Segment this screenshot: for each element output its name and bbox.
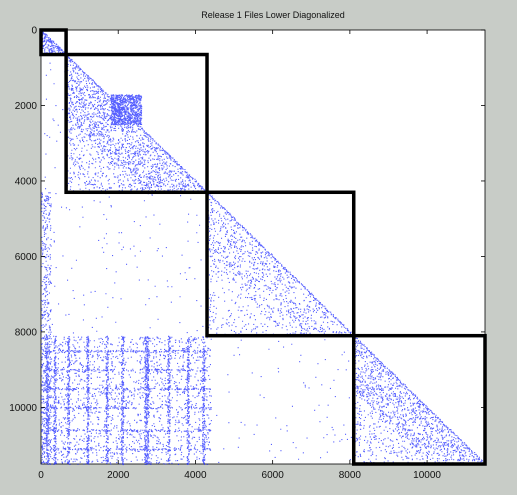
x-tick-label: 8000 (339, 470, 362, 481)
diagonal-block-1 (39, 28, 68, 57)
y-tick-label: 0 (31, 26, 37, 37)
y-tick-label: 8000 (15, 327, 38, 338)
x-tick-label: 4000 (184, 470, 207, 481)
y-axis-ticks: 0 2000 4000 6000 8000 10000 (9, 26, 485, 414)
x-axis-ticks: 0 2000 4000 6000 8000 10000 (38, 30, 441, 481)
x-tick-label: 0 (38, 470, 44, 481)
sparse-points (41, 30, 486, 466)
diagonal-block-4 (351, 333, 487, 466)
diagonal-block-3 (205, 190, 356, 338)
data-points (41, 30, 486, 466)
x-tick-label: 2000 (107, 470, 130, 481)
y-tick-label: 4000 (15, 176, 38, 187)
y-tick-label: 2000 (15, 101, 38, 112)
diagonal-block-outlines (39, 28, 487, 466)
y-tick-label: 6000 (15, 252, 38, 263)
diagonal-block-2 (64, 52, 209, 195)
chart-title: Release 1 Files Lower Diagonalized (201, 10, 345, 20)
y-tick-label: 10000 (9, 403, 37, 414)
x-tick-label: 10000 (413, 470, 441, 481)
x-tick-label: 6000 (262, 470, 285, 481)
